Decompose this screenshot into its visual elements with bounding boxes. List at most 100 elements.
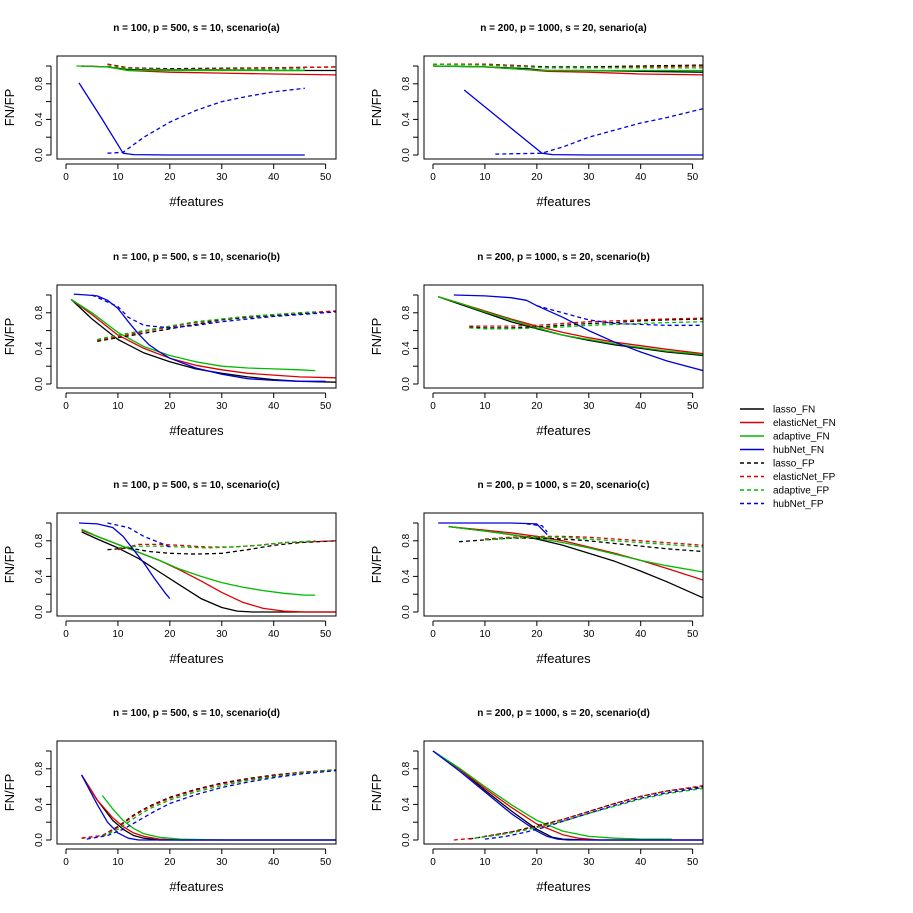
- series-line-adaptive_FN: [432, 65, 703, 72]
- series-lines: [70, 293, 336, 383]
- x-tick-label: 20: [164, 172, 176, 183]
- series-line-adaptive_FN: [438, 296, 703, 356]
- y-axis-label: FN/FP: [369, 89, 384, 127]
- x-tick-label: 10: [112, 857, 124, 868]
- x-tick-label: 20: [164, 401, 176, 412]
- series-line-adaptive_FP: [469, 321, 703, 330]
- series-line-lasso_FP: [97, 310, 336, 342]
- series-line-hubNet_FP: [495, 108, 703, 155]
- y-tick-label: 0.4: [401, 797, 412, 811]
- series-line-adaptive_FP: [97, 311, 316, 341]
- x-axis-label: #features: [536, 651, 591, 666]
- series-line-lasso_FN: [81, 531, 336, 613]
- series-line-adaptive_FN: [432, 750, 672, 840]
- legend-label-adaptive_FP: adaptive_FP: [773, 486, 829, 497]
- series-line-lasso_FN: [81, 774, 336, 841]
- panel-title: n = 200, p = 1000, s = 20, scenario(d): [477, 708, 650, 719]
- x-axis-label: #features: [536, 423, 591, 438]
- panel-6: n = 200, p = 1000, s = 20, scenario(c) 0 1…: [369, 480, 704, 666]
- y-tick-label: 0.4: [34, 112, 45, 126]
- panel-title: n = 200, p = 1000, s = 20, senario(a): [480, 23, 646, 34]
- series-line-elasticNet_FN: [448, 525, 703, 581]
- x-tick-label: 20: [531, 857, 543, 868]
- series-line-elasticNet_FP: [97, 310, 336, 342]
- x-axis-label: #features: [169, 423, 224, 438]
- x-tick-label: 0: [430, 172, 436, 183]
- series-line-adaptive_FP: [117, 540, 316, 549]
- y-tick-label: 0.0: [34, 377, 45, 391]
- y-tick-label: 0.4: [34, 569, 45, 583]
- series-line-lasso_FP: [469, 318, 703, 329]
- x-tick-label: 50: [687, 857, 699, 868]
- x-tick-label: 40: [635, 629, 647, 640]
- y-axis-label: FN/FP: [369, 546, 384, 584]
- y-axis-label: FN/FP: [369, 774, 384, 812]
- x-tick-label: 0: [430, 629, 436, 640]
- y-axis-label: FN/FP: [369, 318, 384, 356]
- x-tick-label: 40: [268, 629, 280, 640]
- series-line-hubNet_FP: [86, 769, 336, 840]
- series-line-adaptive_FN: [70, 298, 316, 372]
- series-line-hubNet_FN: [463, 89, 703, 156]
- x-tick-label: 50: [320, 857, 332, 868]
- y-tick-label: 0.8: [34, 761, 45, 775]
- series-line-hubNet_FP: [536, 305, 703, 326]
- plot-frame: [423, 512, 704, 617]
- x-tick-label: 0: [63, 857, 69, 868]
- x-tick-label: 20: [164, 629, 176, 640]
- series-line-adaptive_FN: [76, 65, 305, 72]
- y-tick-label: 0.0: [401, 377, 412, 391]
- series-lines: [437, 294, 703, 372]
- x-tick-label: 30: [216, 401, 228, 412]
- y-tick-label: 0.8: [401, 76, 412, 90]
- x-tick-label: 30: [583, 172, 595, 183]
- series-line-elasticNet_FP: [107, 63, 336, 71]
- series-line-hubNet_FN: [432, 750, 703, 841]
- plot-frame: [56, 55, 337, 160]
- plot-frame: [56, 512, 337, 617]
- series-line-hubNet_FP: [484, 786, 703, 840]
- y-tick-label: 0.4: [401, 112, 412, 126]
- x-tick-label: 30: [216, 629, 228, 640]
- y-tick-label: 0.0: [34, 605, 45, 619]
- series-lines: [81, 769, 336, 841]
- x-tick-label: 20: [531, 401, 543, 412]
- series-lines: [76, 63, 336, 156]
- x-tick-label: 50: [320, 172, 332, 183]
- x-tick-label: 30: [583, 401, 595, 412]
- legend-label-lasso_FN: lasso_FN: [773, 405, 815, 416]
- series-line-hubNet_FN: [73, 293, 326, 382]
- y-tick-label: 0.0: [34, 148, 45, 162]
- x-tick-label: 10: [112, 629, 124, 640]
- series-line-hubNet_FP: [91, 294, 336, 329]
- panel-8: n = 200, p = 1000, s = 20, scenario(d) 0 1…: [369, 708, 704, 894]
- y-tick-label: 0.8: [34, 533, 45, 547]
- plot-frame: [56, 740, 337, 845]
- series-line-hubNet_FN: [453, 294, 703, 372]
- x-axis-label: #features: [169, 194, 224, 209]
- y-axis-label: FN/FP: [2, 89, 17, 127]
- x-tick-label: 40: [635, 857, 647, 868]
- series-line-hubNet_FN: [78, 82, 305, 156]
- x-tick-label: 0: [430, 857, 436, 868]
- panel-title: n = 100, p = 500, s = 10, scenario(d): [113, 708, 280, 719]
- series-line-adaptive_FP: [102, 769, 336, 837]
- series-line-adaptive_FN: [101, 795, 336, 841]
- x-axis-label: #features: [536, 879, 591, 894]
- series-line-hubNet_FN: [78, 522, 171, 600]
- series-line-hubNet_FN: [438, 522, 548, 536]
- plot-frame: [56, 284, 337, 389]
- x-tick-label: 40: [268, 172, 280, 183]
- x-tick-label: 30: [216, 172, 228, 183]
- x-tick-label: 0: [63, 401, 69, 412]
- x-axis-label: #features: [169, 879, 224, 894]
- series-line-lasso_FP: [107, 540, 336, 555]
- panel-title: n = 100, p = 500, s = 10, scenario(c): [113, 480, 279, 491]
- series-line-elasticNet_FN: [70, 298, 336, 379]
- y-tick-label: 0.4: [34, 797, 45, 811]
- x-tick-label: 40: [635, 172, 647, 183]
- y-tick-label: 0.0: [401, 605, 412, 619]
- series-line-lasso_FP: [107, 63, 336, 70]
- series-line-adaptive_FP: [474, 787, 703, 839]
- x-tick-label: 10: [112, 401, 124, 412]
